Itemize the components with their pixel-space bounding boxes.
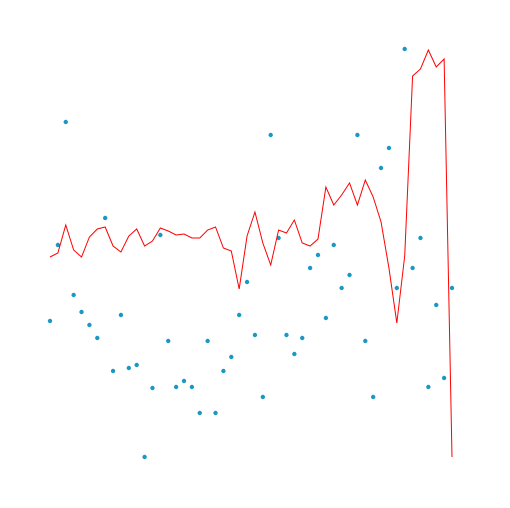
point (355, 132, 360, 138)
point (307, 265, 313, 271)
point (418, 235, 423, 241)
point (71, 292, 76, 298)
point (441, 375, 447, 381)
point (394, 285, 400, 291)
point (150, 385, 155, 391)
point (402, 46, 407, 52)
point (142, 454, 147, 460)
point (410, 265, 415, 271)
point (181, 378, 187, 384)
point (449, 285, 455, 291)
point (284, 332, 289, 338)
point (118, 312, 124, 318)
point (55, 242, 61, 248)
point (315, 252, 321, 258)
point (213, 410, 218, 416)
point (134, 362, 139, 368)
point (363, 338, 368, 344)
point (300, 335, 305, 341)
point (158, 232, 163, 238)
point (47, 318, 53, 324)
point (260, 394, 266, 400)
point (166, 338, 171, 344)
point (236, 312, 242, 318)
point (426, 384, 431, 390)
point (197, 410, 202, 416)
point (102, 215, 108, 221)
point (386, 145, 392, 151)
point (221, 368, 226, 374)
point (434, 302, 439, 308)
point (323, 315, 329, 321)
point (331, 242, 336, 248)
point (268, 132, 273, 138)
point (110, 368, 116, 374)
point (173, 384, 179, 390)
point (378, 165, 384, 171)
point (79, 309, 84, 315)
point (339, 285, 344, 291)
point (87, 322, 92, 328)
point (95, 335, 100, 341)
point (292, 351, 297, 357)
point (370, 394, 376, 400)
point (229, 354, 234, 360)
point (63, 119, 68, 125)
point (244, 279, 250, 285)
line (49, 48, 453, 458)
point (252, 332, 258, 338)
point (205, 338, 210, 344)
point (126, 365, 132, 371)
point (189, 384, 195, 390)
point (347, 272, 352, 278)
